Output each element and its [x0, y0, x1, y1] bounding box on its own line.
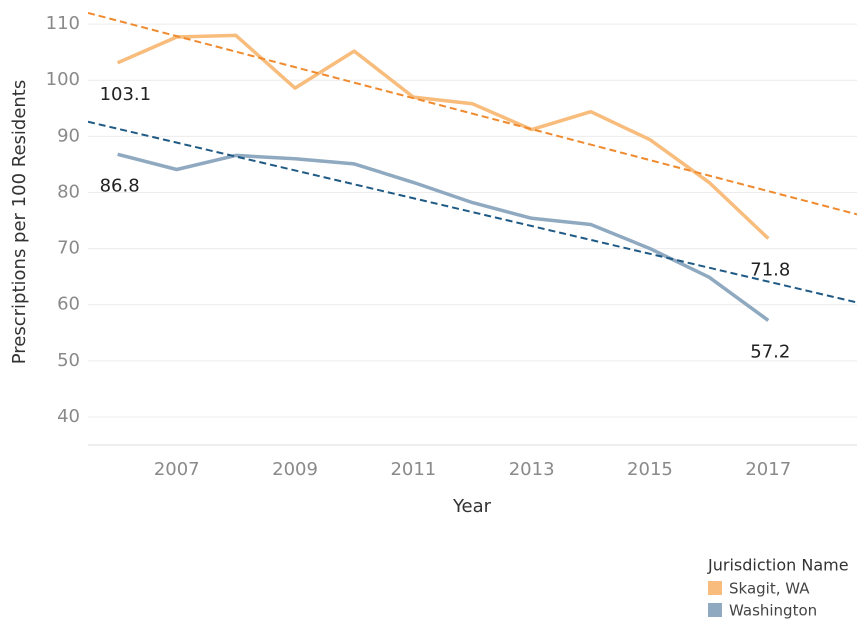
trend-line [88, 11, 857, 216]
legend-label: Skagit, WA [729, 580, 810, 598]
y-tick-label: 40 [57, 406, 80, 427]
y-tick-label: 50 [57, 350, 80, 371]
data-label: 86.8 [100, 175, 140, 196]
y-axis-label: Prescriptions per 100 Residents [9, 80, 30, 365]
legend-swatch [708, 603, 722, 617]
x-tick-label: 2009 [272, 459, 318, 480]
y-tick-label: 110 [46, 13, 80, 34]
data-label: 71.8 [750, 259, 790, 280]
x-tick-label: 2013 [509, 459, 555, 480]
x-axis-label: Year [452, 496, 492, 517]
y-tick-label: 70 [57, 238, 80, 259]
y-tick-label: 60 [57, 294, 80, 315]
plot-area [88, 11, 857, 418]
y-tick-label: 100 [46, 69, 80, 90]
x-tick-label: 2007 [154, 459, 200, 480]
x-tick-label: 2011 [390, 459, 436, 480]
legend-swatch [708, 581, 722, 595]
legend-label: Washington [729, 602, 817, 620]
data-label: 57.2 [750, 341, 790, 362]
x-tick-label: 2017 [745, 459, 791, 480]
series-line [116, 33, 770, 240]
legend-title: Jurisdiction Name [707, 556, 849, 575]
y-tick-label: 80 [57, 181, 80, 202]
data-label: 103.1 [100, 84, 152, 105]
y-tick-label: 90 [57, 125, 80, 146]
series-line [117, 152, 770, 322]
x-tick-label: 2015 [627, 459, 673, 480]
